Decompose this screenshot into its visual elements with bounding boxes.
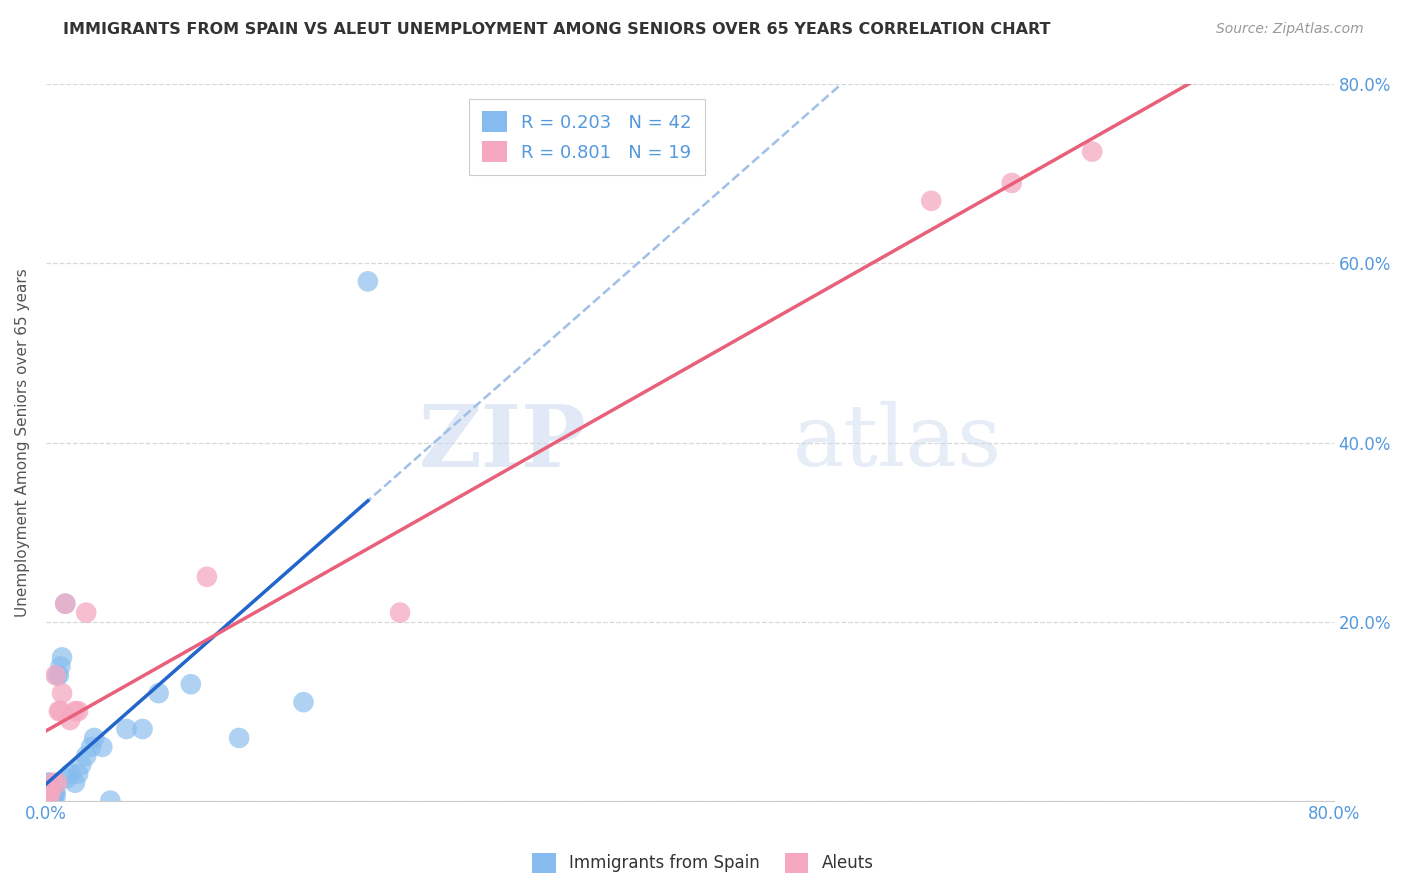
Point: [1001, 176, 1024, 190]
Point: [51, 650, 73, 665]
Point: [42, 785, 65, 799]
Point: [45, 668, 67, 682]
Point: [389, 606, 412, 620]
Y-axis label: Unemployment Among Seniors over 65 years: Unemployment Among Seniors over 65 years: [15, 268, 30, 617]
Point: [49, 659, 72, 673]
Point: [42, 794, 65, 808]
Point: [46, 668, 69, 682]
Point: [37, 785, 59, 799]
Point: [228, 731, 250, 745]
Point: [38, 794, 60, 808]
Point: [41, 785, 63, 799]
Point: [115, 722, 138, 736]
Point: [35, 794, 58, 808]
Point: [180, 677, 202, 691]
Point: [75, 748, 97, 763]
Point: [67, 704, 90, 718]
Point: [1081, 145, 1104, 159]
Point: [98, 794, 121, 808]
Point: [80, 739, 103, 754]
Legend: R = 0.203   N = 42, R = 0.801   N = 19: R = 0.203 N = 42, R = 0.801 N = 19: [474, 104, 699, 169]
Point: [56, 771, 79, 785]
Point: [38, 789, 60, 804]
Point: [41, 775, 63, 789]
Point: [357, 274, 380, 288]
Point: [51, 686, 73, 700]
Point: [38, 775, 60, 789]
Point: [45, 789, 67, 804]
Point: [70, 757, 93, 772]
Point: [38, 789, 60, 804]
Text: IMMIGRANTS FROM SPAIN VS ALEUT UNEMPLOYMENT AMONG SENIORS OVER 65 YEARS CORRELAT: IMMIGRANTS FROM SPAIN VS ALEUT UNEMPLOYM…: [63, 22, 1050, 37]
Text: ZIP: ZIP: [419, 401, 586, 484]
Point: [37, 775, 59, 789]
Point: [63, 775, 86, 789]
Point: [39, 780, 62, 795]
Point: [38, 785, 60, 799]
Point: [53, 597, 76, 611]
Point: [75, 606, 97, 620]
Point: [39, 785, 62, 799]
Point: [48, 704, 70, 718]
Point: [59, 713, 82, 727]
Legend: Immigrants from Spain, Aleuts: Immigrants from Spain, Aleuts: [526, 847, 880, 880]
Point: [48, 668, 70, 682]
Point: [39, 789, 62, 804]
Point: [37, 794, 59, 808]
Point: [91, 739, 114, 754]
Point: [37, 780, 59, 795]
Point: [39, 785, 62, 799]
Point: [292, 695, 315, 709]
Point: [45, 785, 67, 799]
Point: [148, 686, 170, 700]
Point: [63, 704, 86, 718]
Point: [46, 775, 69, 789]
Point: [39, 794, 62, 808]
Point: [195, 570, 218, 584]
Point: [67, 766, 90, 780]
Point: [59, 766, 82, 780]
Text: Source: ZipAtlas.com: Source: ZipAtlas.com: [1216, 22, 1364, 37]
Point: [920, 194, 942, 208]
Point: [37, 794, 59, 808]
Point: [131, 722, 153, 736]
Point: [37, 794, 59, 808]
Point: [49, 704, 72, 718]
Point: [41, 794, 63, 808]
Point: [53, 597, 76, 611]
Text: atlas: atlas: [793, 401, 1002, 484]
Point: [83, 731, 105, 745]
